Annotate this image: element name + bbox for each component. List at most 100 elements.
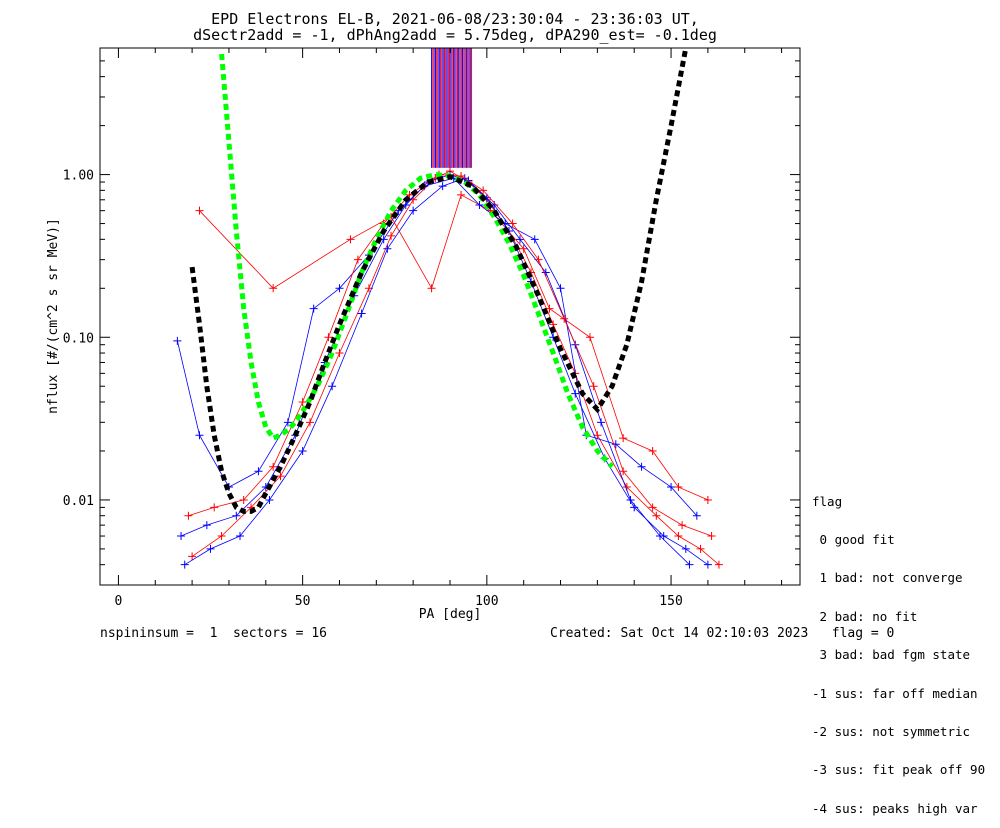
- data-point: [217, 532, 226, 541]
- footer-sector-info: nspininsum = 1 sectors = 16: [100, 626, 327, 641]
- y-tick-label: 0.01: [63, 494, 94, 509]
- data-point: [674, 532, 683, 541]
- data-point: [239, 495, 248, 504]
- data-point: [405, 190, 414, 199]
- data-point: [703, 495, 712, 504]
- series: [177, 170, 712, 569]
- data-point: [269, 462, 278, 471]
- x-axis-label: PA [deg]: [419, 607, 482, 622]
- legend-entry: -1 sus: far off median: [812, 685, 978, 701]
- axes: 0 50 100 150 0.01 0.10 1.00: [63, 47, 800, 609]
- data-point: [678, 521, 687, 530]
- data-point: [652, 511, 661, 520]
- data-point: [346, 235, 355, 244]
- data-point: [265, 495, 274, 504]
- y-tick-label: 0.10: [63, 331, 94, 346]
- data-point: [597, 418, 606, 427]
- chart-subtitle: dSectr2add = -1, dPhAng2add = 5.75deg, d…: [193, 26, 717, 44]
- series-line: [191, 170, 720, 566]
- data-point: [236, 532, 244, 541]
- data-point: [637, 462, 646, 471]
- data-point: [353, 255, 362, 264]
- data-point: [188, 552, 197, 561]
- legend-entry: 1 bad: not converge: [812, 570, 963, 586]
- series-line: [177, 177, 698, 516]
- chart: EPD Electrons EL-B, 2021-06-08/23:30:04 …: [46, 10, 801, 622]
- data-point: [703, 560, 712, 569]
- data-point: [530, 235, 539, 244]
- legend-entry: 0 good fit: [812, 531, 895, 547]
- data-point: [409, 206, 418, 215]
- data-point: [556, 284, 565, 293]
- fit-curve: [219, 53, 614, 469]
- data-point: [685, 560, 694, 569]
- flag-legend: flag 0 good fit 1 bad: not converge 2 ba…: [812, 470, 985, 828]
- series-line: [199, 194, 709, 501]
- footer-created-info: Created: Sat Oct 14 02:10:03 2023 flag =…: [550, 626, 895, 641]
- data-point: [571, 389, 580, 398]
- series: [184, 170, 716, 541]
- data-point: [508, 219, 517, 228]
- data-layer: [173, 48, 723, 569]
- data-point: [177, 532, 186, 541]
- data-point: [586, 333, 594, 342]
- vertical-lines: [431, 48, 473, 168]
- data-point: [475, 201, 484, 210]
- x-tick-label: 150: [659, 594, 682, 609]
- plot-area: [173, 48, 723, 569]
- data-point: [545, 304, 554, 313]
- legend-entry: -2 sus: not symmetric: [812, 723, 971, 739]
- data-point: [269, 284, 278, 293]
- data-point: [648, 503, 657, 512]
- data-point: [681, 544, 690, 553]
- data-point: [560, 314, 569, 323]
- legend-title: flag: [812, 493, 843, 509]
- data-point: [516, 235, 524, 244]
- legend-entry: 3 bad: bad fgm state: [812, 647, 971, 663]
- data-point: [232, 511, 241, 520]
- data-point: [648, 446, 657, 455]
- data-point: [427, 284, 436, 293]
- data-point: [619, 434, 628, 443]
- data-point: [298, 446, 307, 455]
- data-point: [692, 511, 701, 520]
- data-point: [335, 284, 344, 293]
- data-point: [383, 244, 392, 253]
- data-point: [619, 467, 628, 476]
- series: [188, 167, 723, 569]
- x-tick-label: 0: [115, 594, 123, 609]
- data-point: [324, 333, 333, 342]
- data-point: [306, 418, 314, 427]
- data-point: [202, 521, 211, 530]
- x-tick-label: 100: [475, 594, 498, 609]
- data-point: [707, 532, 716, 541]
- data-point: [611, 440, 620, 449]
- data-point: [173, 336, 182, 345]
- data-point: [254, 467, 263, 476]
- data-point: [479, 186, 488, 195]
- data-point: [184, 511, 193, 520]
- data-point: [626, 495, 635, 504]
- legend-entry: 2 bad: no fit: [812, 608, 918, 624]
- y-tick-label: 1.00: [63, 169, 94, 184]
- data-point: [387, 231, 396, 240]
- data-point: [714, 560, 723, 569]
- data-point: [206, 544, 215, 553]
- chart-title: EPD Electrons EL-B, 2021-06-08/23:30:04 …: [211, 10, 699, 28]
- data-point: [667, 483, 676, 492]
- legend-entry: -3 sus: fit peak off 90: [812, 762, 986, 778]
- data-point: [541, 268, 550, 277]
- data-point: [589, 382, 598, 391]
- data-point: [309, 304, 318, 313]
- data-point: [328, 382, 337, 391]
- x-tick-label: 50: [295, 594, 311, 609]
- data-point: [210, 503, 219, 512]
- data-point: [357, 309, 366, 318]
- series: [180, 174, 694, 569]
- data-point: [656, 532, 664, 541]
- data-point: [519, 244, 528, 253]
- series: [195, 190, 712, 504]
- data-point: [195, 431, 204, 440]
- data-point: [457, 190, 466, 199]
- data-point: [696, 544, 705, 553]
